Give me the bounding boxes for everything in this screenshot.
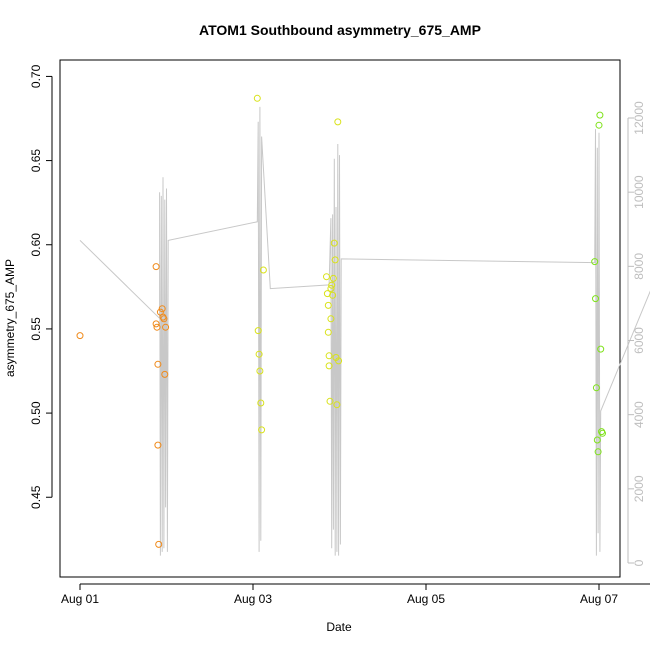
y2-tick-label: 0: [632, 559, 646, 566]
data-point: [334, 118, 342, 126]
data-point: [591, 258, 599, 266]
y2-tick-label: 4000: [632, 401, 646, 428]
data-point: [255, 350, 263, 358]
data-point: [253, 94, 261, 102]
data-point: [153, 323, 161, 331]
y-tick-label: 0.70: [29, 64, 43, 88]
data-point: [327, 285, 335, 292]
data-point: [76, 332, 84, 340]
y2-tick-label: 12000: [632, 101, 646, 135]
data-point: [325, 362, 333, 370]
data-point: [595, 121, 603, 129]
data-point: [330, 239, 338, 247]
background-line: [79, 106, 650, 556]
data-point: [154, 441, 162, 449]
points-layer: [76, 94, 606, 548]
y2-tick-label: 2000: [632, 475, 646, 502]
y-tick-label: 0.60: [29, 233, 43, 257]
data-point: [152, 263, 160, 271]
y2-tick-label: 10000: [632, 175, 646, 209]
data-point: [329, 291, 337, 299]
data-point: [335, 357, 343, 365]
data-point: [323, 273, 330, 281]
data-point: [254, 327, 262, 335]
data-point: [326, 397, 334, 405]
data-point: [256, 367, 264, 375]
x-tick-label: Aug 07: [580, 592, 618, 606]
x-tick-label: Aug 01: [61, 592, 99, 606]
y-axis: 0.45 0.50 0.55 0.60 0.65 0.70: [29, 64, 53, 509]
plot-frame: [59, 59, 621, 578]
y-tick-label: 0.50: [29, 401, 43, 425]
y-tick-label: 0.55: [29, 317, 43, 341]
data-point: [257, 399, 265, 407]
data-point: [259, 266, 267, 274]
data-point: [161, 370, 169, 378]
y2-axis: 0 2000 4000 6000 8000 10000 12000: [627, 101, 646, 566]
data-point: [593, 436, 601, 444]
data-point: [324, 328, 332, 336]
y2-tick-label: 6000: [632, 327, 646, 354]
data-point: [160, 315, 168, 323]
data-point: [333, 401, 341, 409]
y-tick-label: 0.65: [29, 149, 43, 173]
data-point: [329, 274, 337, 282]
y2-tick-label: 8000: [632, 253, 646, 280]
data-point: [324, 301, 332, 309]
data-point: [152, 320, 160, 328]
data-point: [258, 426, 266, 434]
x-tick-label: Aug 05: [407, 592, 445, 606]
y-tick-label: 0.45: [29, 485, 43, 509]
data-point: [597, 345, 605, 353]
data-point: [328, 281, 336, 289]
data-point: [594, 448, 602, 456]
data-point: [155, 540, 163, 548]
data-point: [592, 384, 600, 392]
data-point: [154, 360, 162, 368]
data-point: [158, 305, 166, 313]
data-point: [325, 352, 333, 360]
data-point: [599, 429, 606, 437]
chart-title: ATOM1 Southbound asymmetry_675_AMP: [199, 22, 481, 38]
data-point: [162, 323, 170, 331]
data-point: [331, 256, 339, 264]
data-point: [596, 111, 604, 119]
data-point: [592, 295, 599, 303]
x-tick-label: Aug 03: [234, 592, 272, 606]
y-axis-label: asymmetry_675_AMP: [3, 259, 17, 377]
background-line-layer: [79, 106, 650, 556]
x-axis-label: Date: [326, 620, 352, 634]
data-point: [327, 315, 335, 323]
